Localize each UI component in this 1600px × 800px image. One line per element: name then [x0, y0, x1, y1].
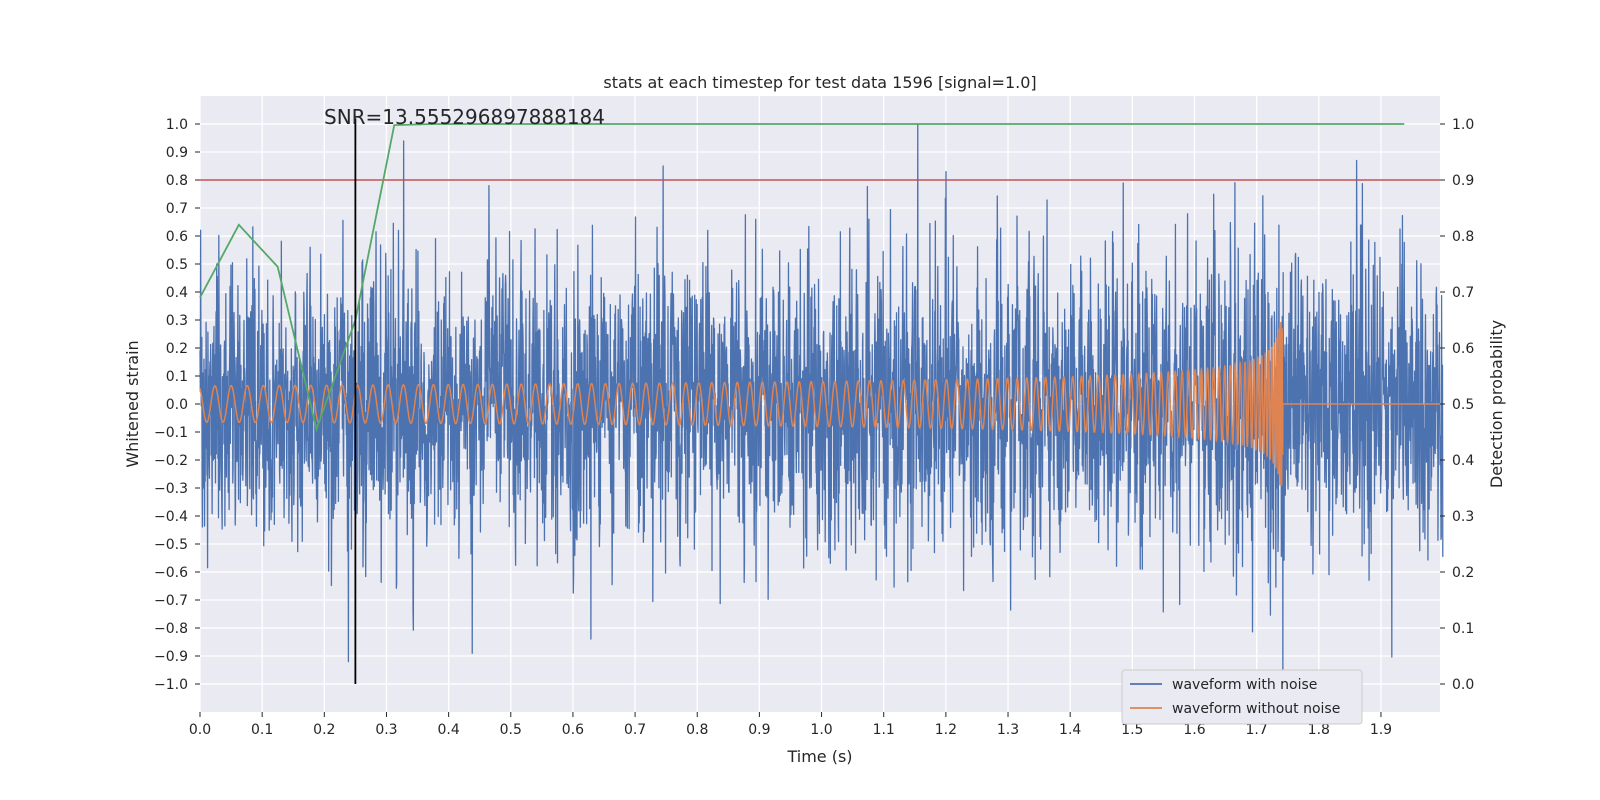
y-right-tick-label: 0.6: [1452, 341, 1474, 357]
y-tick-label: −0.8: [154, 621, 188, 637]
y-tick-label: −0.5: [154, 537, 188, 553]
legend-label-clean: waveform without noise: [1172, 701, 1340, 717]
x-tick-label: 0.1: [251, 722, 273, 738]
x-tick-label: 1.4: [1059, 722, 1081, 738]
y-tick-label: 0.4: [166, 285, 188, 301]
y-tick-label: 0.3: [166, 313, 188, 329]
y-tick-label: −0.7: [154, 593, 188, 609]
x-tick-label: 1.0: [810, 722, 832, 738]
chart-title: stats at each timestep for test data 159…: [603, 73, 1036, 92]
x-tick-label: 1.7: [1246, 722, 1268, 738]
x-tick-label: 1.8: [1308, 722, 1330, 738]
y-tick-label: 1.0: [166, 117, 188, 133]
y-right-tick-label: 0.0: [1452, 677, 1474, 693]
y-axis-label: Whitened strain: [123, 340, 142, 467]
y-right-tick-label: 0.4: [1452, 453, 1474, 469]
legend-label-noise: waveform with noise: [1172, 677, 1317, 693]
legend: waveform with noise waveform without noi…: [1121, 669, 1363, 725]
x-tick-label: 1.6: [1183, 722, 1205, 738]
x-tick-label: 0.3: [375, 722, 397, 738]
y-tick-label: −0.3: [154, 481, 188, 497]
y-tick-label: 0.5: [166, 257, 188, 273]
y-tick-label: 0.9: [166, 145, 188, 161]
series-detection-probability: [199, 123, 1405, 433]
x-tick-label: 0.7: [624, 722, 646, 738]
y-tick-label: 0.7: [166, 201, 188, 217]
y-right-tick-label: 0.1: [1452, 621, 1474, 637]
x-tick-label: 0.0: [189, 722, 211, 738]
x-tick-label: 0.5: [500, 722, 522, 738]
y-tick-label: 0.8: [166, 173, 188, 189]
y-tick-label: 0.0: [166, 397, 188, 413]
y-right-tick-label: 0.2: [1452, 565, 1474, 581]
y-tick-label: −0.6: [154, 565, 188, 581]
x-axis-label: Time (s): [786, 747, 852, 766]
axes: 0.0 0.1 0.2 0.3 0.4 0.5 0.6 0.7 0.8 0.9 1.0 1.1 1.2 1…: [154, 117, 1474, 738]
y-tick-label: −1.0: [154, 677, 188, 693]
x-tick-label: 0.8: [686, 722, 708, 738]
y-right-tick-label: 0.7: [1452, 285, 1474, 301]
x-tick-label: 1.3: [997, 722, 1019, 738]
y-tick-label: −0.4: [154, 509, 188, 525]
y-tick-label: 0.2: [166, 341, 188, 357]
y-tick-label: −0.9: [154, 649, 188, 665]
x-tick-label: 0.4: [437, 722, 459, 738]
y-right-tick-label: 0.8: [1452, 229, 1474, 245]
x-tick-label: 0.6: [562, 722, 584, 738]
y-right-tick-label: 0.3: [1452, 509, 1474, 525]
x-tick-label: 1.1: [873, 722, 895, 738]
y-right-tick-label: 0.9: [1452, 173, 1474, 189]
snr-annotation: SNR=13.555296897888184: [324, 105, 605, 129]
x-tick-label: 0.2: [313, 722, 335, 738]
x-tick-label: 1.5: [1121, 722, 1143, 738]
data-layer: [199, 118, 1444, 684]
y-tick-label: 0.1: [166, 369, 188, 385]
x-tick-label: 1.2: [935, 722, 957, 738]
x-tick-label: 0.9: [748, 722, 770, 738]
legend-box: [1121, 669, 1363, 725]
y-right-tick-label: 0.5: [1452, 397, 1474, 413]
y-tick-label: −0.2: [154, 453, 188, 469]
y-axis-label-right: Detection probability: [1487, 320, 1506, 488]
y-tick-label: 0.6: [166, 229, 188, 245]
y-tick-label: −0.1: [154, 425, 188, 441]
series-waveform-without-noise: [199, 322, 1440, 486]
y-right-tick-label: 1.0: [1452, 117, 1474, 133]
x-tick-label: 1.9: [1370, 722, 1392, 738]
